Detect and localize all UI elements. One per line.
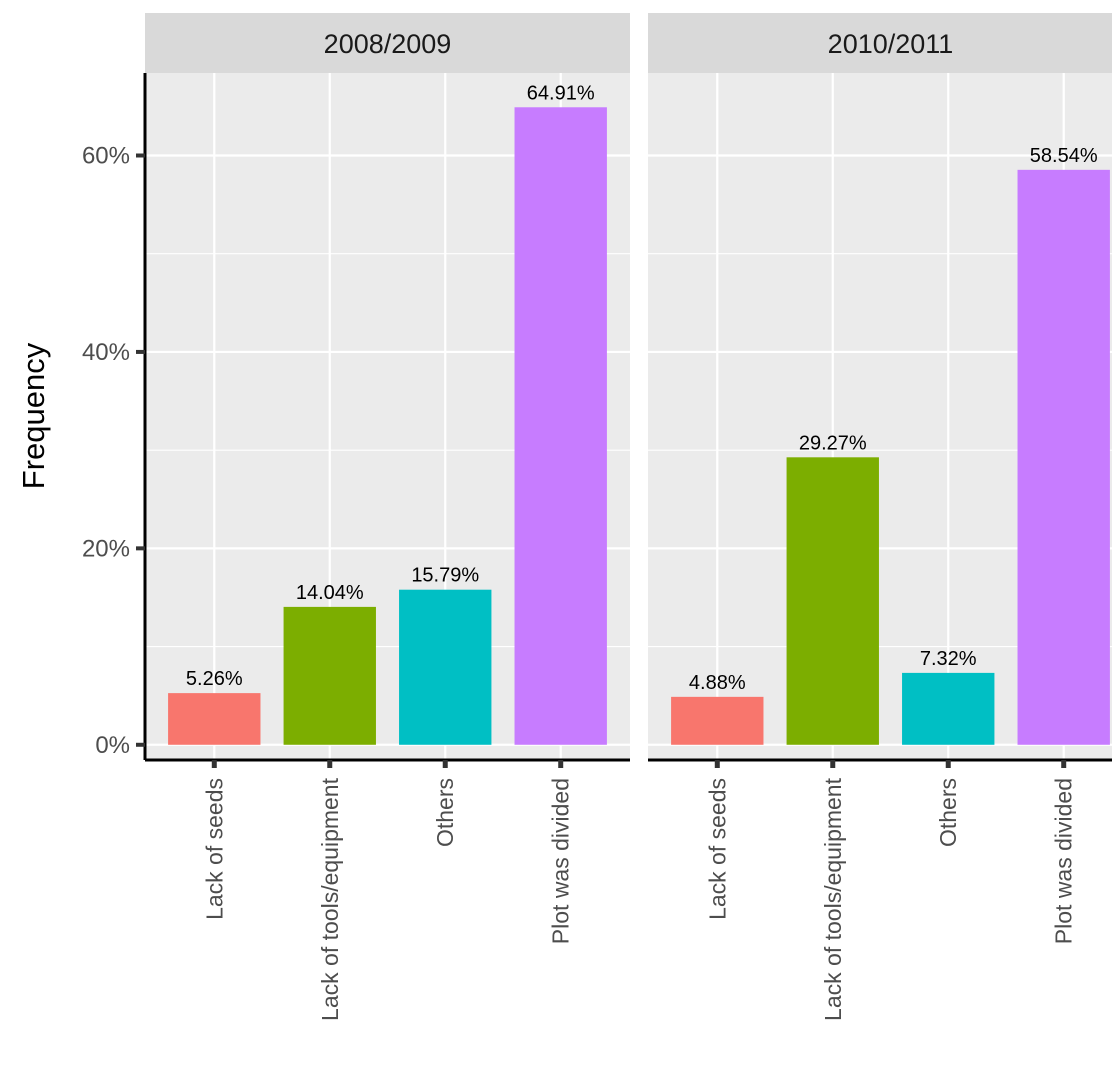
facet-strip <box>648 13 1112 73</box>
bar-value-label: 7.32% <box>920 648 977 670</box>
x-tick-label: Plot was divided <box>548 778 574 944</box>
x-tick-label: Others <box>432 778 458 847</box>
bar-4 <box>514 107 607 745</box>
facet-panel-2: 2010/2011 4.88% 29.27% 7.32% 58.54% <box>648 13 1112 760</box>
bar-4 <box>1017 169 1110 745</box>
facet-strip-label: 2008/2009 <box>324 29 452 59</box>
bar-2 <box>283 606 376 745</box>
bar-1 <box>671 696 764 745</box>
bar-2 <box>786 457 879 745</box>
bar-value-label: 15.79% <box>411 565 479 587</box>
x-tick-label: Lack of tools/equipment <box>317 777 343 1021</box>
bar-1 <box>168 693 261 745</box>
x-tick-label: Lack of seeds <box>704 778 730 920</box>
x-tick-label: Lack of seeds <box>201 778 227 920</box>
x-tick-label: Others <box>935 778 961 847</box>
facet-panel-1: 2008/2009 5.26% 14.04% 15.79% 64.91% <box>145 13 630 760</box>
x-tick-label: Lack of tools/equipment <box>820 777 846 1021</box>
y-tick-label: 40% <box>82 339 130 366</box>
y-axis-title: Frequency <box>16 342 51 489</box>
y-tick-label: 60% <box>82 142 130 169</box>
bar-3 <box>902 672 995 745</box>
bar-value-label: 64.91% <box>527 82 595 104</box>
axes-layer: Lack of seeds Lack of tools/equipment Othe… <box>82 73 1112 1021</box>
bar-value-label: 58.54% <box>1030 145 1098 167</box>
facet-strip-label: 2010/2011 <box>828 29 954 59</box>
facet-strip <box>145 13 630 73</box>
bar-3 <box>399 589 492 745</box>
y-tick-label: 20% <box>82 535 130 562</box>
y-tick-label: 0% <box>95 732 130 759</box>
x-tick-label: Plot was divided <box>1051 778 1077 944</box>
bar-value-label: 14.04% <box>296 582 364 604</box>
bar-value-label: 5.26% <box>186 668 243 690</box>
bar-value-label: 4.88% <box>689 672 746 694</box>
panels-layer: 2008/2009 5.26% 14.04% 15.79% 64.91% 2010/201… <box>145 13 1112 760</box>
bar-value-label: 29.27% <box>799 432 867 454</box>
